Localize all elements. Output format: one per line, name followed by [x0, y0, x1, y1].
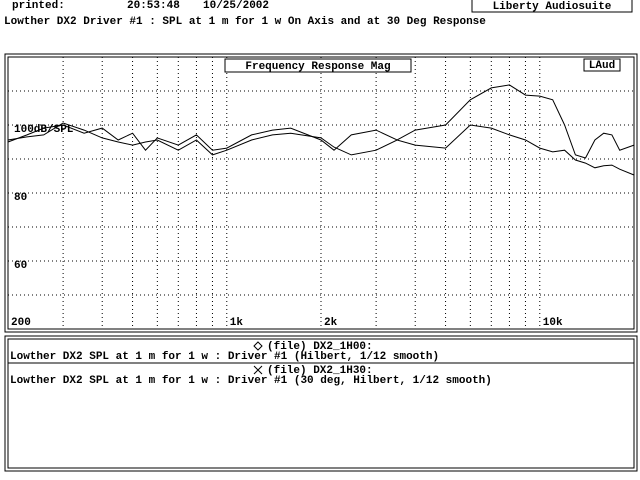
legend-file: (file) DX2_1H00: [267, 341, 373, 353]
legend-description: Lowther DX2 SPL at 1 m for 1 w : Driver … [10, 351, 439, 363]
response-curve [7, 122, 635, 176]
plot-title: Frequency Response Mag [245, 61, 390, 73]
axis-labels: 100dB/SPL 80 60 200 1k 2k 10k [11, 124, 563, 329]
plot-outer-frame [4, 53, 638, 333]
legend-marker [253, 341, 263, 351]
grid [7, 57, 634, 329]
print-time: 20:53:48 [127, 0, 180, 12]
x-tick-label: 2k [324, 317, 338, 329]
print-date: 10/25/2002 [203, 0, 269, 12]
legend: (file) DX2_1H00:Lowther DX2 SPL at 1 m f… [10, 341, 492, 387]
response-curve [7, 84, 635, 159]
app-name: Liberty Audiosuite [493, 1, 612, 13]
legend-frame [7, 338, 635, 469]
y-tick-label: 60 [14, 260, 27, 272]
legend-description: Lowther DX2 SPL at 1 m for 1 w : Driver … [10, 375, 492, 387]
x-tick-label: 10k [543, 317, 563, 329]
y-tick-label: 80 [14, 192, 27, 204]
x-tick-label: 200 [11, 317, 31, 329]
legend-outer-frame [4, 335, 638, 472]
badge-box [583, 58, 621, 72]
legend-file: (file) DX2_1H30: [267, 365, 373, 377]
y-tick-label: 100dB/SPL [14, 124, 74, 136]
badge: LAud [589, 60, 615, 72]
curves [7, 84, 635, 176]
plot-title-box [224, 58, 412, 73]
app-box [471, 0, 633, 13]
x-tick-label: 1k [230, 317, 244, 329]
printed-label: printed: [12, 0, 65, 12]
legend-marker [253, 365, 263, 375]
chart-title: Lowther DX2 Driver #1 : SPL at 1 m for 1… [4, 16, 486, 28]
